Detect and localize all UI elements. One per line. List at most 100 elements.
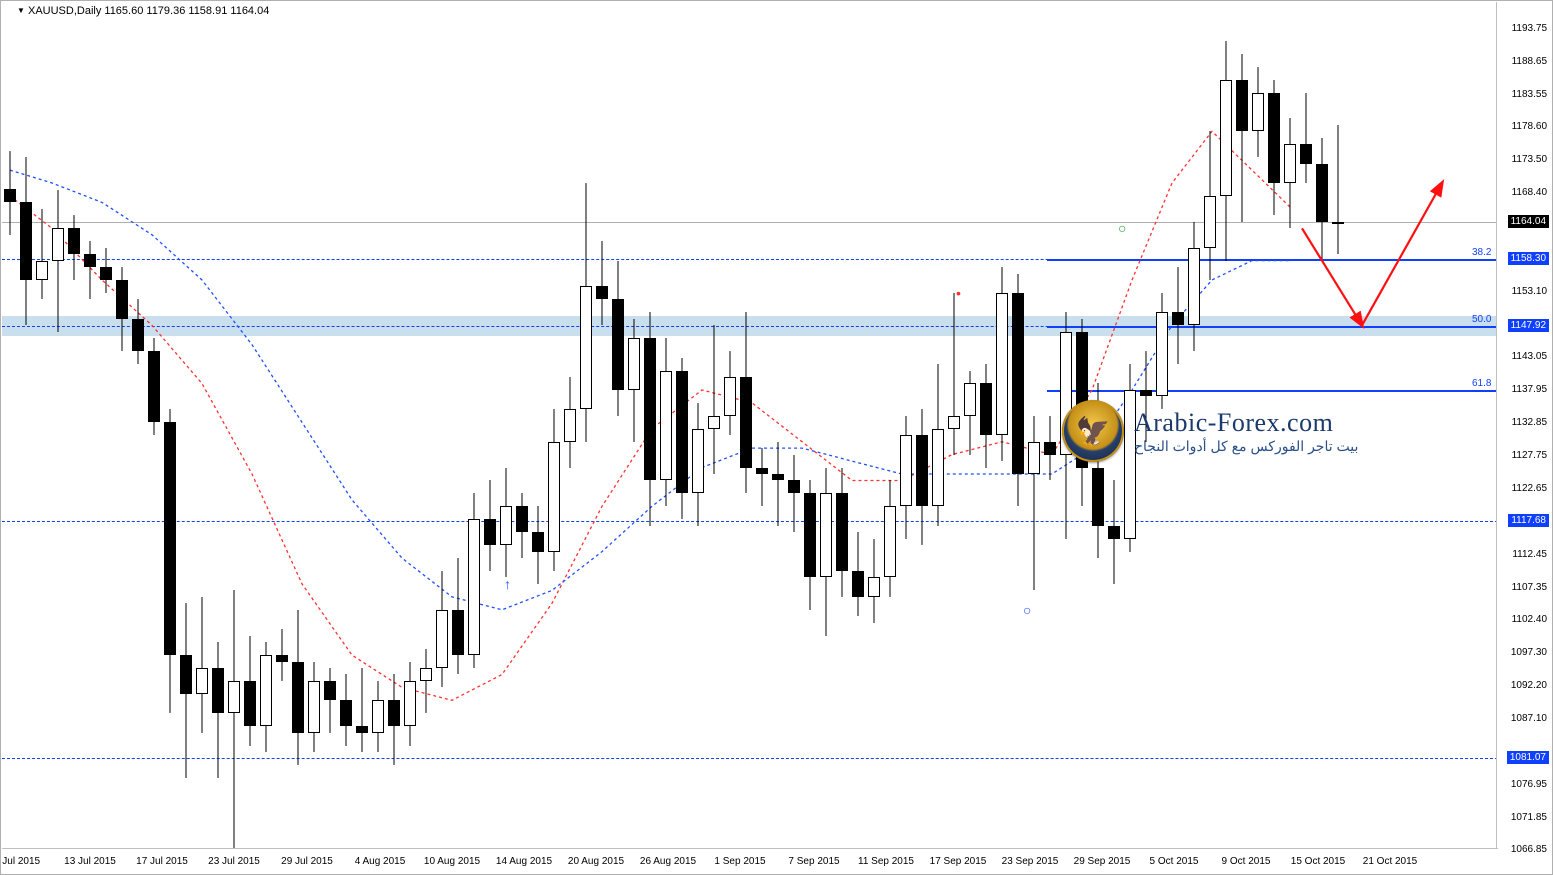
candle	[164, 409, 176, 713]
candle	[644, 312, 656, 525]
candle	[468, 493, 480, 668]
price-tick: 1178.60	[1512, 121, 1547, 132]
candle	[132, 299, 144, 364]
candle	[932, 364, 944, 526]
price-tick: 1107.35	[1512, 582, 1547, 593]
date-tick: 13 Jul 2015	[64, 856, 116, 867]
candle	[596, 241, 608, 325]
date-tick: 4 Aug 2015	[355, 856, 406, 867]
candle	[292, 610, 304, 765]
candle	[1252, 67, 1264, 158]
signal-marker: ○	[1118, 220, 1126, 236]
candle	[436, 571, 448, 687]
candle	[628, 319, 640, 442]
date-tick: 20 Aug 2015	[568, 856, 624, 867]
fib-line-38.2	[1047, 259, 1498, 261]
date-tick: 21 Oct 2015	[1363, 856, 1417, 867]
price-axis: 1193.751188.651183.551178.601173.501168.…	[1496, 2, 1551, 850]
date-tick: 23 Sep 2015	[1002, 856, 1059, 867]
price-tick: 1092.20	[1511, 680, 1547, 691]
candle	[1012, 274, 1024, 507]
candle	[868, 539, 880, 623]
candle	[324, 668, 336, 733]
prediction-arrow-seg	[1362, 183, 1442, 325]
fib-label-50.0: 50.0	[1472, 314, 1491, 325]
candle	[244, 636, 256, 746]
candle	[148, 338, 160, 435]
date-tick: 9 Oct 2015	[1222, 856, 1271, 867]
chart-title: ▼ XAUUSD,Daily 1165.60 1179.36 1158.91 1…	[17, 5, 269, 17]
candle	[676, 358, 688, 520]
fib-label-38.2: 38.2	[1472, 247, 1491, 258]
watermark-brand: Arabic-Forex.com	[1134, 408, 1358, 438]
candle	[420, 649, 432, 714]
chart-area[interactable]: 38.250.061.8↑•○○🦅Arabic-Forex.comبيت تاج…	[2, 2, 1498, 850]
candle	[996, 267, 1008, 461]
date-tick: 17 Sep 2015	[930, 856, 987, 867]
price-tick: 1097.30	[1511, 647, 1547, 658]
signal-marker: ○	[1023, 602, 1031, 618]
candle	[4, 151, 16, 235]
candle	[692, 403, 704, 526]
date-tick: 29 Jul 2015	[281, 856, 333, 867]
candle	[1268, 80, 1280, 216]
candle	[884, 480, 896, 596]
candle	[740, 312, 752, 493]
price-tick: 1183.55	[1512, 89, 1547, 100]
price-label-1117.68: 1117.68	[1508, 514, 1549, 527]
candle	[180, 603, 192, 778]
price-tick: 1168.40	[1512, 187, 1547, 198]
candle	[820, 468, 832, 636]
symbol-timeframe-ohlc: XAUUSD,Daily 1165.60 1179.36 1158.91 116…	[28, 5, 269, 17]
candle	[228, 590, 240, 849]
price-tick: 1132.85	[1512, 417, 1547, 428]
date-tick: 1 Sep 2015	[714, 856, 765, 867]
price-tick: 1137.95	[1512, 384, 1547, 395]
price-tick: 1153.10	[1512, 286, 1547, 297]
candle	[1108, 480, 1120, 583]
date-tick: 23 Jul 2015	[208, 856, 260, 867]
candle	[516, 493, 528, 558]
candle	[612, 261, 624, 416]
signal-marker: ↑	[504, 576, 511, 592]
date-tick: 17 Jul 2015	[136, 856, 188, 867]
candle	[980, 364, 992, 467]
candle	[116, 267, 128, 351]
candle	[356, 668, 368, 752]
candle	[852, 532, 864, 616]
price-tick: 1066.85	[1511, 844, 1547, 855]
candle	[84, 241, 96, 299]
hline-1081.07	[2, 758, 1498, 759]
hline-1117.68	[2, 521, 1498, 522]
candle	[372, 681, 384, 752]
candle	[964, 371, 976, 455]
candle	[68, 215, 80, 280]
price-tick: 1076.95	[1511, 779, 1547, 790]
price-tick: 1071.85	[1511, 812, 1547, 823]
candle	[724, 351, 736, 435]
candle	[1236, 54, 1248, 222]
fib-label-61.8: 61.8	[1472, 378, 1491, 389]
candle	[1284, 118, 1296, 228]
candle	[212, 642, 224, 778]
price-tick: 1173.50	[1512, 154, 1547, 165]
chart-window: ▼ XAUUSD,Daily 1165.60 1179.36 1158.91 1…	[0, 0, 1553, 875]
fib-line-50.0	[1047, 326, 1498, 328]
candle	[404, 662, 416, 746]
date-tick: 29 Sep 2015	[1074, 856, 1131, 867]
candle	[580, 183, 592, 442]
candle	[1156, 293, 1168, 409]
candle	[1044, 416, 1056, 481]
candle	[500, 468, 512, 578]
candle	[532, 506, 544, 584]
date-tick: 14 Aug 2015	[496, 856, 552, 867]
candle	[20, 157, 32, 325]
price-tick: 1143.05	[1512, 351, 1547, 362]
candle	[1028, 416, 1040, 591]
candle	[788, 455, 800, 533]
candle	[708, 325, 720, 474]
candle	[900, 416, 912, 539]
candle	[948, 293, 960, 455]
candle	[1188, 222, 1200, 351]
price-label-1081.07: 1081.07	[1507, 751, 1549, 764]
